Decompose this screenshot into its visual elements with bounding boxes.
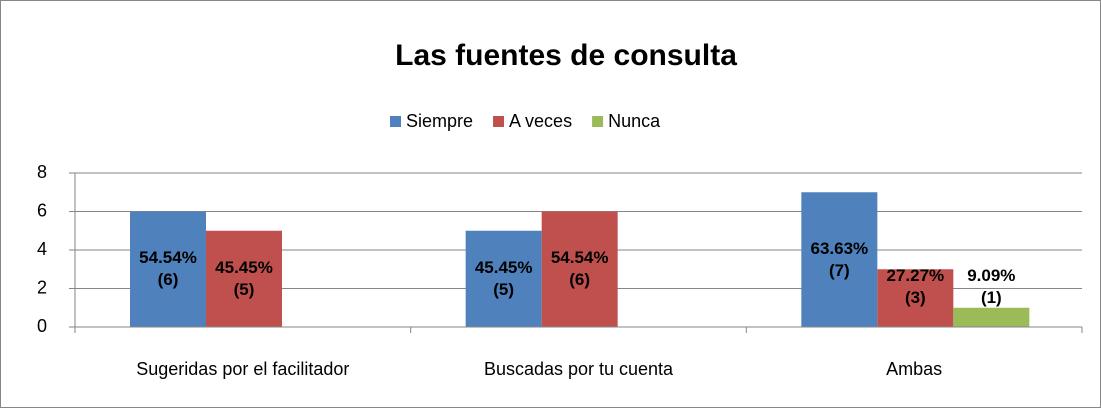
data-label: 54.54% (6): [550, 248, 609, 290]
data-label: 54.54% (6): [139, 248, 197, 290]
x-tick-label: Ambas: [886, 359, 942, 379]
y-tick-label: 6: [37, 200, 47, 220]
x-tick-label: Buscadas por tu cuenta: [484, 359, 674, 379]
legend-label: Siempre: [406, 111, 473, 131]
legend-swatch: [390, 116, 401, 127]
legend-label: Nunca: [608, 111, 661, 131]
data-label: 45.45% (5): [215, 257, 273, 299]
data-label: 63.63% (7): [810, 238, 869, 280]
y-tick-label: 2: [37, 277, 47, 297]
bar: [953, 307, 1030, 327]
y-tick-label: 8: [37, 162, 47, 182]
data-label: 27.27% (3): [886, 266, 945, 307]
y-tick-label: 4: [37, 239, 47, 259]
bar: [801, 192, 878, 327]
y-tick-label: 0: [37, 316, 47, 336]
bar: [541, 211, 618, 327]
bar: [465, 230, 542, 327]
chart-title: Las fuentes de consulta: [395, 39, 737, 72]
bar: [877, 269, 954, 327]
data-label: 45.45% (5): [474, 257, 533, 299]
x-tick-label: Sugeridas por el facilitador: [136, 359, 349, 379]
bar: [206, 230, 282, 327]
legend-swatch: [592, 116, 604, 127]
data-label: 9.09% (1): [967, 266, 1016, 307]
bar: [130, 211, 206, 327]
legend-swatch: [493, 116, 505, 127]
legend-label: A veces: [509, 111, 572, 131]
